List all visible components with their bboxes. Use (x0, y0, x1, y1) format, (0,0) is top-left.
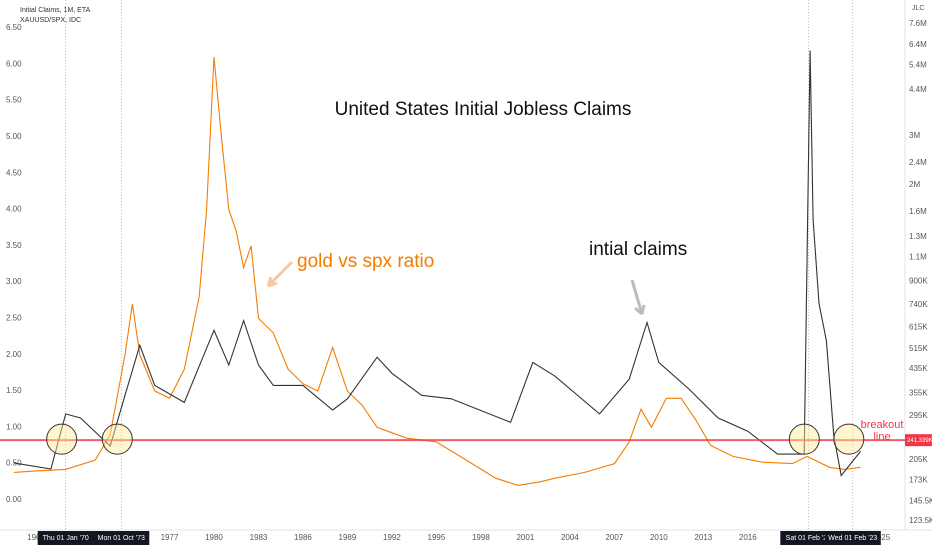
y2-tick-label: 3M (909, 131, 920, 140)
y-tick-label: 1.50 (6, 386, 22, 395)
annotation: intial claims (589, 239, 687, 260)
x-tick-label: 1983 (250, 533, 268, 542)
y2-tick-label: 2.4M (909, 158, 927, 167)
y-tick-label: 3.50 (6, 241, 22, 250)
y2-tick-label: 1.6M (909, 207, 927, 216)
y2-tick-label: 145.5K (909, 496, 932, 505)
x-tick-label: 2001 (516, 533, 534, 542)
x-tick-label: 2004 (561, 533, 579, 542)
marker-label-bg (37, 531, 94, 545)
x-tick-label: 1977 (161, 533, 179, 542)
x-tick-label: 1995 (428, 533, 446, 542)
annotation-line: line (873, 431, 890, 443)
x-tick-label: 1986 (294, 533, 312, 542)
y2-tick-label: 1.1M (909, 252, 927, 261)
y2-tick-label: 2M (909, 180, 920, 189)
marker-label: Mon 01 Oct '73 (98, 535, 145, 542)
y2-tick-label: 5.4M (909, 60, 927, 69)
annotation: gold vs spx ratio (297, 251, 434, 272)
highlight-circle (101, 423, 133, 455)
y2-tick-label: 435K (909, 364, 928, 373)
y2-tick-label: 615K (909, 322, 928, 331)
marker-label: Wed 01 Feb '23 (828, 535, 877, 542)
y-tick-label: 4.00 (6, 205, 22, 214)
x-tick-label: 1989 (339, 533, 357, 542)
marker-label-bg (824, 531, 881, 545)
arrow (630, 279, 646, 316)
x-tick-label: 1980 (205, 533, 223, 542)
y2-tick-label: 1.3M (909, 232, 927, 241)
y-tick-label: 0.00 (6, 495, 22, 504)
y2-tick-label: 295K (909, 411, 928, 420)
axis-unit: JLC (912, 5, 924, 12)
y2-tick-label: 173K (909, 475, 928, 484)
annotation-line: breakout (861, 419, 904, 431)
y2-tick-label: 355K (909, 389, 928, 398)
x-tick-label: 2025 (872, 533, 890, 542)
arrow (266, 260, 294, 288)
y-tick-label: 2.00 (6, 350, 22, 359)
y-tick-label: 4.50 (6, 168, 22, 177)
highlight-circle (46, 423, 78, 455)
y2-tick-label: 123.5K (909, 516, 932, 525)
price-label: 241.339K (907, 438, 932, 444)
marker-label: Thu 01 Jan '70 (43, 535, 89, 542)
y2-tick-label: 515K (909, 344, 928, 353)
y2-tick-label: 205K (909, 455, 928, 464)
y2-tick-label: 6.4M (909, 40, 927, 49)
y2-tick-label: 7.6M (909, 19, 927, 28)
y-tick-label: 6.00 (6, 59, 22, 68)
header: Initial Claims, 1M, ETA (20, 7, 91, 14)
highlight-circle (788, 423, 820, 455)
y2-tick-label: 900K (909, 276, 928, 285)
chart-title: United States Initial Jobless Claims (335, 99, 632, 120)
y-tick-label: 1.00 (6, 422, 22, 431)
annotation: breakout line (861, 419, 904, 443)
marker-label-bg (93, 531, 150, 545)
y-tick-label: 5.50 (6, 96, 22, 105)
x-tick-label: 2007 (605, 533, 623, 542)
marker-label-bg (780, 531, 837, 545)
marker-label: Sat 01 Feb '20 (786, 535, 831, 542)
x-tick-label: 2010 (650, 533, 668, 542)
y-tick-label: 5.00 (6, 132, 22, 141)
price-label-bg (905, 434, 932, 447)
x-tick-label: 1968 (27, 533, 45, 542)
highlight-circle (833, 423, 865, 455)
y2-tick-label: 740K (909, 300, 928, 309)
x-tick-label: 2016 (739, 533, 757, 542)
x-tick-label: 1992 (383, 533, 401, 542)
series-line (13, 56, 861, 486)
header: XAUUSD/SPX, IDC (20, 17, 81, 24)
y-tick-label: 2.50 (6, 313, 22, 322)
y-tick-label: 6.50 (6, 23, 22, 32)
y2-tick-label: 4.4M (909, 85, 927, 94)
x-tick-label: 2013 (694, 533, 712, 542)
y-tick-label: 3.00 (6, 277, 22, 286)
x-tick-label: 1998 (472, 533, 490, 542)
series-line (13, 50, 861, 477)
